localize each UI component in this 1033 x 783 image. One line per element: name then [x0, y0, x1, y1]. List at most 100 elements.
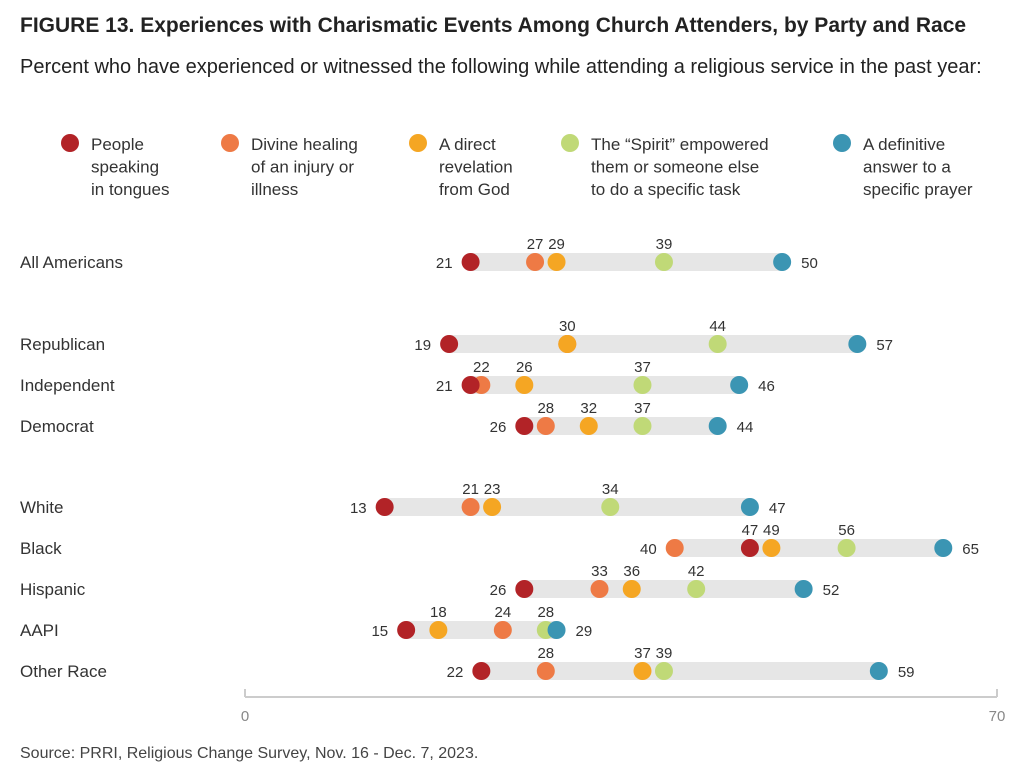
dot-prayer [773, 253, 792, 271]
dot-healing [665, 539, 684, 557]
dot-spirit [687, 580, 706, 598]
value-label-prayer: 65 [962, 541, 979, 558]
legend-label-spirit: them or someone else [591, 158, 759, 177]
value-label-spirit: 56 [838, 522, 855, 539]
dot-revelation [762, 539, 781, 557]
legend-item-prayer: A definitive answer to a specific prayer [833, 134, 973, 199]
value-label-revelation: 23 [484, 481, 501, 498]
dot-prayer [547, 621, 566, 639]
dot-healing [526, 253, 545, 271]
value-label-revelation: 37 [634, 645, 651, 662]
value-label-healing: 30 [559, 318, 576, 335]
dot-healing [536, 417, 555, 435]
dot-spirit [633, 376, 652, 394]
value-label-tongues: 22 [447, 664, 464, 681]
value-label-prayer: 47 [769, 500, 786, 517]
legend-label-healing: of an injury or [251, 158, 354, 177]
value-label-revelation: 18 [430, 604, 447, 621]
row-label: AAPI [20, 621, 59, 640]
legend-label-spirit: The “Spirit” empowered [591, 135, 769, 154]
row-label: Independent [20, 376, 115, 395]
source-note: Source: PRRI, Religious Change Survey, N… [20, 745, 479, 762]
value-label-healing: 27 [527, 236, 544, 253]
dot-prayer [848, 335, 867, 353]
value-label-prayer: 52 [823, 582, 840, 599]
value-label-spirit: 28 [537, 604, 554, 621]
chart-title: FIGURE 13. Experiences with Charismatic … [20, 14, 967, 37]
dot-revelation [633, 662, 652, 680]
value-label-tongues: 15 [371, 623, 388, 640]
dot-prayer [740, 498, 759, 516]
value-label-healing: 28 [537, 400, 554, 417]
value-label-healing: 24 [494, 604, 511, 621]
legend-item-spirit: The “Spirit” empowered them or someone el… [561, 134, 769, 199]
legend-marker-prayer [833, 134, 851, 152]
value-label-prayer: 57 [876, 337, 893, 354]
dot-tongues [472, 662, 491, 680]
value-label-spirit: 37 [634, 359, 651, 376]
legend-label-prayer: A definitive [863, 135, 945, 154]
value-label-prayer: 59 [898, 664, 915, 681]
dot-revelation [515, 376, 534, 394]
dot-prayer [869, 662, 888, 680]
dot-tongues [375, 498, 394, 516]
value-label-spirit: 39 [656, 236, 673, 253]
dot-spirit [837, 539, 856, 557]
value-label-healing: 22 [473, 359, 490, 376]
legend-label-revelation: from God [439, 180, 510, 199]
range-bar [524, 580, 804, 598]
value-label-prayer: 44 [737, 419, 754, 436]
dot-revelation [622, 580, 641, 598]
dot-healing [536, 662, 555, 680]
value-label-revelation: 49 [763, 522, 780, 539]
row-label: Republican [20, 335, 105, 354]
value-label-spirit: 42 [688, 563, 705, 580]
value-label-spirit: 44 [709, 318, 726, 335]
range-bar [470, 376, 740, 394]
value-label-spirit: 34 [602, 481, 619, 498]
row-other-race: Other Race 22 28 37 39 59 [20, 645, 915, 681]
value-label-prayer: 29 [576, 623, 593, 640]
value-label-revelation: 29 [548, 236, 565, 253]
dot-spirit [654, 253, 673, 271]
dot-tongues [740, 539, 759, 557]
x-axis: 0 70 [241, 689, 1005, 725]
dot-spirit [601, 498, 620, 516]
legend-label-revelation: A direct [439, 135, 496, 154]
value-label-healing: 33 [591, 563, 608, 580]
dot-prayer [730, 376, 749, 394]
legend-label-prayer: specific prayer [863, 180, 973, 199]
legend-label-tongues: in tongues [91, 180, 169, 199]
dot-revelation [483, 498, 502, 516]
dot-prayer [794, 580, 813, 598]
value-label-revelation: 36 [623, 563, 640, 580]
value-label-tongues: 21 [436, 255, 453, 272]
value-label-tongues: 21 [436, 378, 453, 395]
value-label-healing: 28 [537, 645, 554, 662]
dot-tongues [461, 253, 480, 271]
row-all-americans: All Americans 21 27 29 39 50 [20, 236, 818, 272]
legend-label-spirit: to do a specific task [591, 180, 741, 199]
legend-item-healing: Divine healing of an injury or illness [221, 134, 358, 199]
value-label-tongues: 13 [350, 500, 367, 517]
range-bar [406, 621, 557, 639]
dot-revelation [547, 253, 566, 271]
range-bar [481, 662, 879, 680]
range-bar [674, 539, 944, 557]
dot-spirit [633, 417, 652, 435]
row-independent: Independent 21 22 26 37 46 [20, 359, 775, 395]
dot-healing [590, 580, 609, 598]
range-bar [524, 417, 718, 435]
row-label: Hispanic [20, 580, 86, 599]
dot-revelation [579, 417, 598, 435]
row-democrat: Democrat 26 28 32 37 44 [20, 400, 753, 436]
dot-revelation [558, 335, 577, 353]
row-republican: Republican 19 30 44 57 [20, 318, 893, 354]
value-label-prayer: 50 [801, 255, 818, 272]
row-label: Democrat [20, 417, 94, 436]
value-label-spirit: 37 [634, 400, 651, 417]
dot-spirit [708, 335, 727, 353]
row-hispanic: Hispanic 26 33 36 42 52 [20, 563, 839, 599]
dot-prayer [934, 539, 953, 557]
legend-item-tongues: People speaking in tongues [61, 134, 169, 199]
